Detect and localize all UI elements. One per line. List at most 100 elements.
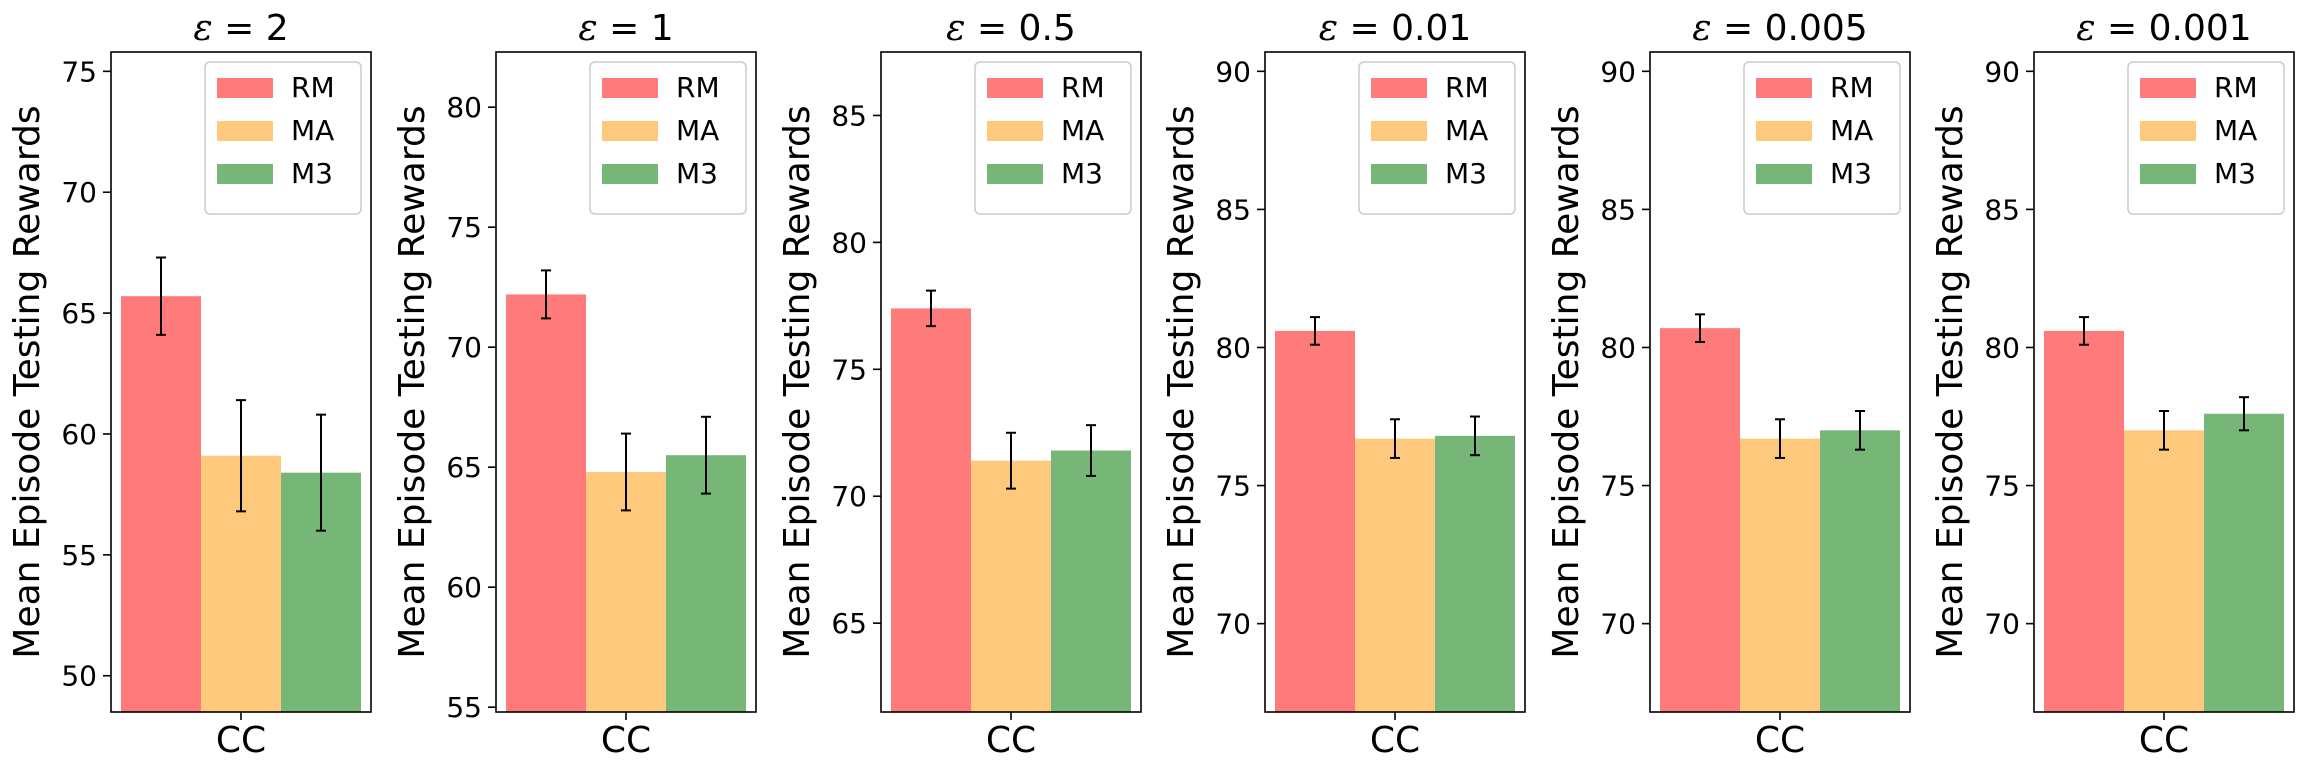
y-tick-label: 75: [1984, 470, 2020, 503]
legend-label-m3: M3: [1830, 157, 1872, 190]
y-tick-label: 70: [831, 480, 867, 513]
legend-swatch-ma: [1371, 121, 1427, 141]
y-tick-label: 65: [61, 297, 97, 330]
bar-rm: [2044, 330, 2124, 712]
legend-swatch-rm: [2140, 78, 2196, 98]
legend-label-rm: RM: [291, 71, 335, 104]
legend: RM MA M3: [204, 61, 362, 215]
y-tick-label: 85: [1984, 193, 2020, 226]
y-tick-label: 55: [61, 539, 97, 572]
legend-swatch-ma: [217, 121, 273, 141]
legend-label-rm: RM: [2214, 71, 2258, 104]
legend-label-ma: MA: [291, 114, 334, 147]
legend-label-ma: MA: [1445, 114, 1488, 147]
legend-swatch-m3: [602, 164, 658, 184]
y-tick-label: 70: [1600, 608, 1636, 641]
bar-rm: [1275, 330, 1355, 712]
y-axis-label: Mean Episode Testing Rewards: [1930, 105, 1971, 658]
title-symbol: ε: [2076, 8, 2095, 49]
bar-m3: [2204, 413, 2284, 712]
title-symbol: ε: [578, 8, 597, 49]
chart-panel-2: 55 60 65 70 75 80 CC Mean Episode Testing Rewar…: [392, 8, 757, 761]
y-tick-label: 80: [1215, 331, 1251, 364]
y-tick-label: 55: [446, 691, 482, 724]
title-value: = 2: [213, 8, 289, 49]
title-value: = 0.001: [2096, 8, 2252, 49]
title-value: = 1: [598, 8, 674, 49]
y-tick-label: 85: [831, 99, 867, 132]
legend-swatch-m3: [1371, 164, 1427, 184]
bar-ma: [971, 460, 1051, 712]
chart-title: ε = 0.005: [1692, 8, 1867, 49]
title-symbol: ε: [1319, 8, 1338, 49]
title-symbol: ε: [946, 8, 965, 49]
legend: RM MA M3: [1358, 61, 1516, 215]
y-tick-label: 75: [1215, 470, 1251, 503]
y-tick-label: 70: [1215, 608, 1251, 641]
legend-label-rm: RM: [1061, 71, 1105, 104]
y-axis-label: Mean Episode Testing Rewards: [777, 105, 818, 658]
legend-label-m3: M3: [291, 157, 333, 190]
bar-ma: [586, 472, 666, 712]
y-tick-label: 80: [446, 91, 482, 124]
y-tick-label: 60: [446, 571, 482, 604]
chart-title: ε = 1: [578, 8, 673, 49]
legend-swatch-rm: [217, 78, 273, 98]
chart-panel-4: 70 75 80 85 90 CC Mean Episode Testing Rewards…: [1161, 8, 1526, 761]
chart-panel-3: 65 70 75 80 85 CC Mean Episode Testing Rewards…: [777, 8, 1142, 761]
legend-swatch-ma: [1756, 121, 1812, 141]
legend-swatch-ma: [987, 121, 1043, 141]
y-tick-label: 90: [1600, 55, 1636, 88]
title-value: = 0.5: [966, 8, 1076, 49]
legend-label-m3: M3: [2214, 157, 2256, 190]
bar-rm: [1660, 328, 1740, 712]
legend-swatch-rm: [987, 78, 1043, 98]
bar-m3: [1820, 430, 1900, 712]
chart-panel-6: 70 75 80 85 90 CC Mean Episode Testing Rewards…: [1930, 8, 2295, 761]
title-symbol: ε: [193, 8, 212, 49]
y-tick-label: 90: [1984, 55, 2020, 88]
bar-ma: [1355, 438, 1435, 712]
legend-label-ma: MA: [2214, 114, 2257, 147]
legend-label-rm: RM: [1445, 71, 1489, 104]
y-tick-label: 70: [1984, 608, 2020, 641]
y-tick-label: 90: [1215, 55, 1251, 88]
y-tick-label: 75: [61, 55, 97, 88]
legend: RM MA M3: [1743, 61, 1901, 215]
x-tick-label: CC: [2139, 720, 2189, 761]
legend-label-rm: RM: [676, 71, 720, 104]
legend: RM MA M3: [974, 61, 1132, 215]
legend: RM MA M3: [2127, 61, 2285, 215]
legend-swatch-rm: [1371, 78, 1427, 98]
x-tick-label: CC: [1370, 720, 1420, 761]
legend-swatch-m3: [1756, 164, 1812, 184]
bar-ma: [2124, 430, 2204, 712]
chart-title: ε = 0.001: [2076, 8, 2251, 49]
y-axis-label: Mean Episode Testing Rewards: [1546, 105, 1587, 658]
x-tick-label: CC: [216, 720, 266, 761]
chart-title: ε = 2: [193, 8, 288, 49]
y-tick-label: 85: [1215, 193, 1251, 226]
y-tick-label: 85: [1600, 193, 1636, 226]
legend-label-ma: MA: [1830, 114, 1873, 147]
legend-swatch-m3: [217, 164, 273, 184]
legend-swatch-rm: [602, 78, 658, 98]
bar-rm: [121, 296, 201, 712]
y-axis-label: Mean Episode Testing Rewards: [7, 105, 48, 658]
bar-rm: [891, 308, 971, 712]
y-tick-label: 65: [831, 607, 867, 640]
y-tick-label: 70: [61, 176, 97, 209]
legend-label-rm: RM: [1830, 71, 1874, 104]
chart-title: ε = 0.5: [946, 8, 1076, 49]
x-tick-label: CC: [986, 720, 1036, 761]
legend-swatch-m3: [2140, 164, 2196, 184]
chart-panel-1: 50 55 60 65 70 75 CC Mean Episode Testing Rewar…: [7, 8, 372, 761]
title-value: = 0.005: [1712, 8, 1868, 49]
title-value: = 0.01: [1338, 8, 1471, 49]
bar-m3: [1051, 450, 1131, 712]
legend-swatch-m3: [987, 164, 1043, 184]
y-tick-label: 75: [1600, 470, 1636, 503]
y-tick-label: 75: [446, 211, 482, 244]
legend-swatch-ma: [602, 121, 658, 141]
